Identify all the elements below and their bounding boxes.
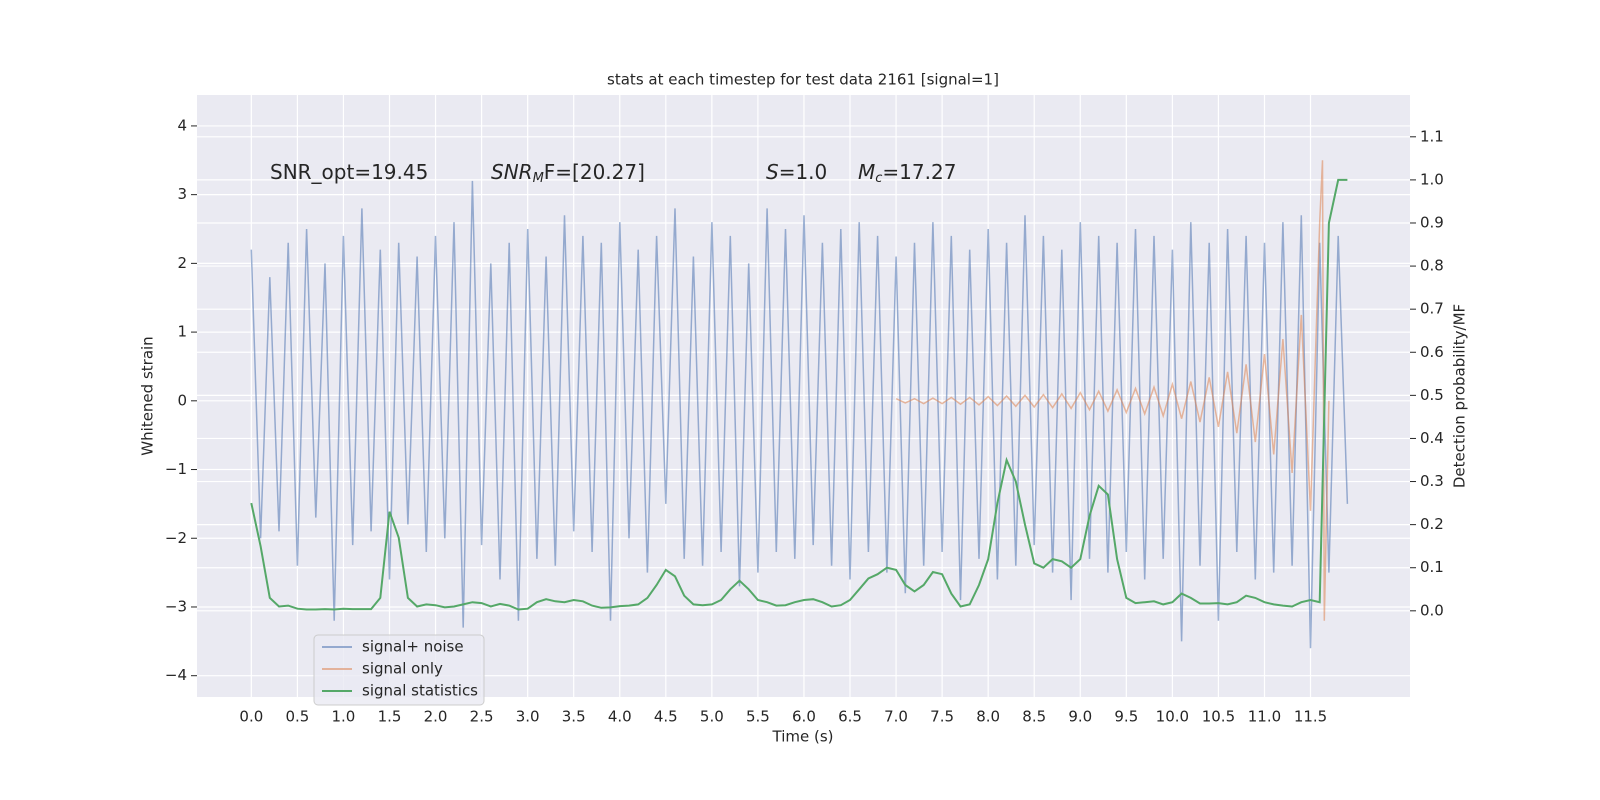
y2-tick-label: 0.2 [1420,515,1444,533]
annotation: Mc=17.27 [858,160,956,186]
x-tick-label: 1.0 [332,708,356,726]
y2-tick-label: 1.0 [1420,170,1444,188]
y2-axis-label: Detection probability/MF [1451,304,1469,488]
x-tick-label: 7.0 [884,708,908,726]
annotation: SNR_opt=19.45 [270,160,428,184]
marks [250,160,1349,649]
y-tick-label: −3 [165,597,187,615]
x-tick-label: 3.0 [516,708,540,726]
y-tick-label: 2 [177,254,187,272]
annotation-text: M [533,171,544,186]
x-tick-label: 3.5 [562,708,586,726]
y-tick-label: 4 [177,116,187,134]
y2-tick-label: 0.0 [1420,601,1444,619]
x-tick-label: 5.0 [700,708,724,726]
y2-tick-label: 0.7 [1420,300,1444,318]
x-tick-label: 9.5 [1114,708,1138,726]
y2-tick-label: 0.5 [1420,386,1444,404]
annotation-text: =1.0 [779,160,828,184]
y-axis-label: Whitened strain [139,336,157,455]
axes: 0.0 0.5 1.0 1.5 2.0 2.5 3.0 3.5 4.0 4.5 5.0 5.5 6.0 6… [165,116,1444,725]
annotation: SNRMF=[20.27] [491,160,645,186]
annotation-text: F=[20.27] [544,160,645,184]
annotation-text: SNR [491,160,533,184]
x-tick-label: 8.0 [976,708,1000,726]
legend-box [313,634,485,706]
y-tick-label: −1 [165,460,187,478]
x-tick-label: 5.5 [746,708,770,726]
y2-tick-label: 0.8 [1420,257,1444,275]
x-axis-label: Time (s) [772,728,834,746]
chart-title: stats at each timestep for test data 216… [607,71,999,89]
annotation-text: M [858,160,875,184]
x-tick-label: 11.5 [1294,708,1327,726]
x-tick-label: 10.5 [1202,708,1235,726]
y-tick-label: −4 [165,666,187,684]
series-line [895,160,1330,621]
y-tick-label: −2 [165,529,187,547]
x-tick-label: 7.5 [930,708,954,726]
y2-tick-label: 0.3 [1420,472,1444,490]
legend-label: signal statistics [362,682,478,700]
x-tick-label: 0.0 [239,708,263,726]
x-tick-label: 11.0 [1248,708,1281,726]
x-tick-label: 10.0 [1156,708,1189,726]
y2-tick-label: 0.9 [1420,213,1444,231]
x-tick-label: 6.5 [838,708,862,726]
x-tick-label: 2.5 [470,708,494,726]
x-tick-label: 2.0 [424,708,448,726]
legend: signal+ noise signal only signal statistic… [313,634,485,706]
x-tick-label: 6.0 [792,708,816,726]
x-tick-label: 9.0 [1068,708,1092,726]
annotation: S=1.0 [766,160,827,184]
annotation-text: SNR_opt=19.45 [270,160,428,184]
annotation-text: c [875,171,882,186]
x-tick-label: 4.0 [608,708,632,726]
legend-label: signal only [362,660,443,678]
y-tick-label: 3 [177,185,187,203]
series-line [250,178,1348,611]
annotation-text: =17.27 [882,160,956,184]
x-tick-label: 4.5 [654,708,678,726]
y2-tick-label: 0.4 [1420,429,1444,447]
y2-tick-label: 0.1 [1420,558,1444,576]
annotation-text: S [766,160,779,184]
y-tick-label: 0 [177,391,187,409]
x-tick-label: 8.5 [1022,708,1046,726]
y2-tick-label: 1.1 [1420,127,1444,145]
legend-label: signal+ noise [362,638,464,656]
x-tick-label: 0.5 [285,708,309,726]
x-tick-label: 1.5 [378,708,402,726]
y2-tick-label: 0.6 [1420,343,1444,361]
y-tick-label: 1 [177,323,187,341]
series-line [250,180,1349,649]
